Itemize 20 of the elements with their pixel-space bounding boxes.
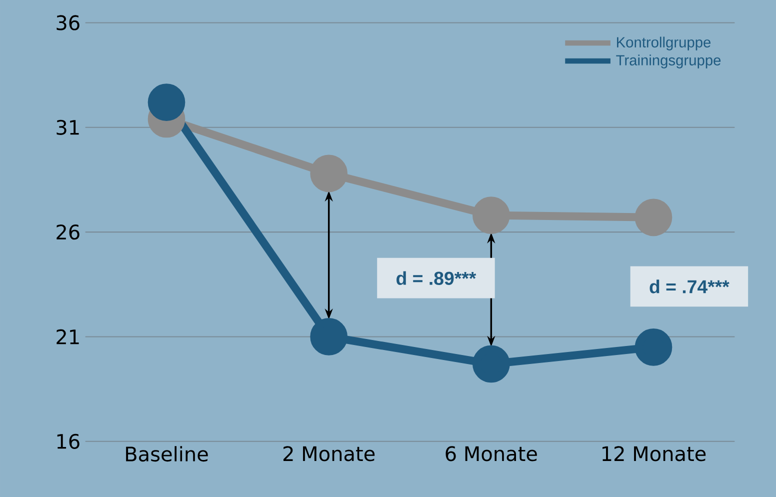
- point: [310, 154, 348, 192]
- x-tick-label: 2 Monate: [283, 446, 375, 462]
- point: [472, 196, 510, 234]
- legend-label: Kontrollgruppe: [617, 36, 711, 50]
- y-tick-label: 16: [57, 434, 80, 449]
- x-tick-label: Baseline: [126, 446, 208, 462]
- point: [472, 345, 510, 383]
- legend-label: Trainingsgruppe: [616, 54, 721, 68]
- x-tick-label: 6 Monate: [446, 446, 537, 462]
- annotation: d = .74***: [650, 280, 730, 294]
- x-tick-label: 12 Monate: [602, 446, 706, 462]
- annotation: d = .89***: [396, 271, 476, 285]
- y-tick-label: 21: [56, 329, 79, 344]
- point: [310, 318, 348, 356]
- point: [634, 328, 672, 366]
- y-tick-label: 26: [56, 224, 80, 240]
- point: [634, 198, 672, 236]
- point: [148, 84, 186, 121]
- y-tick-label: 31: [56, 120, 79, 135]
- y-tick-label: 36: [56, 15, 80, 30]
